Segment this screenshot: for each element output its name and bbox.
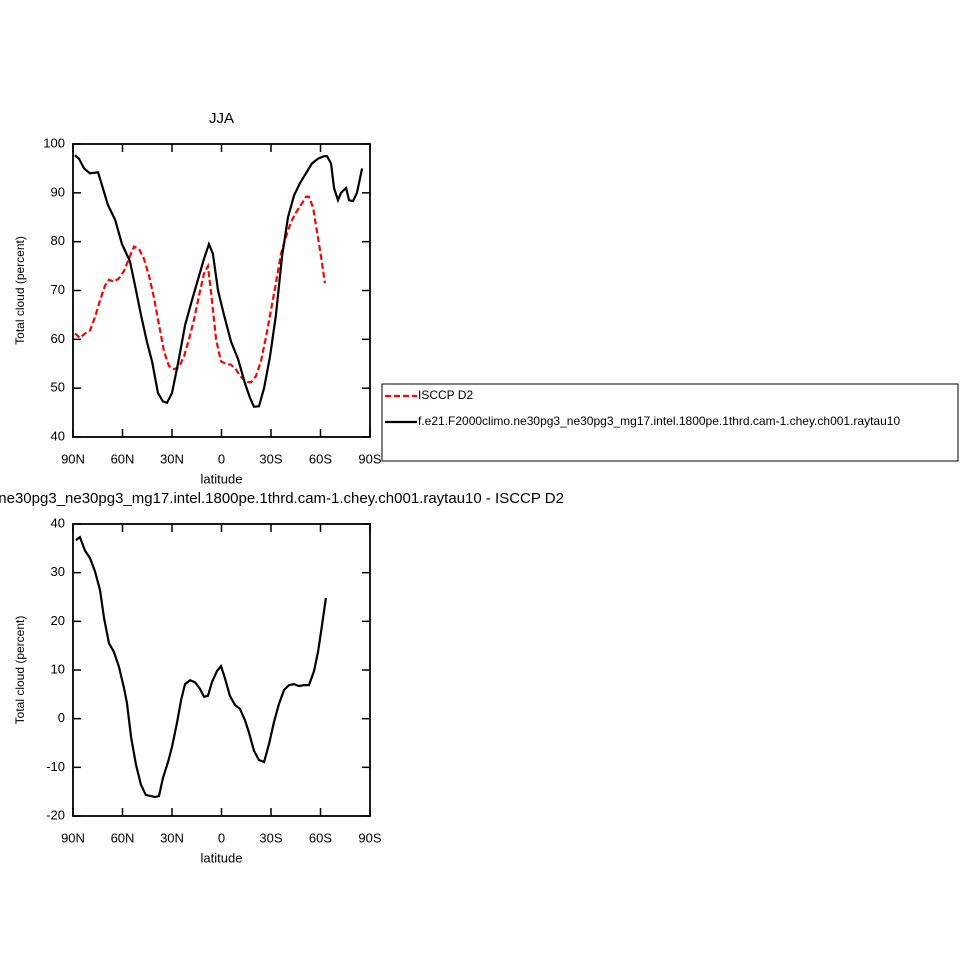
chart-panel: f.e21.F2000climo.ne30pg3_ne30pg3_mg17.in…: [0, 490, 564, 865]
plot-frame: [72, 523, 371, 817]
plot-frame: [72, 143, 371, 438]
x-tick-label: 30N: [160, 451, 184, 466]
y-tick-label: 70: [51, 282, 65, 297]
x-tick-label: 60N: [111, 830, 135, 845]
x-tick-label: 30N: [160, 830, 184, 845]
legend-label: f.e21.F2000climo.ne30pg3_ne30pg3_mg17.in…: [418, 414, 900, 428]
y-tick-label: -20: [46, 807, 65, 822]
data-line: [74, 195, 327, 384]
x-tick-label: 90N: [61, 830, 85, 845]
chart-title: f.e21.F2000climo.ne30pg3_ne30pg3_mg17.in…: [0, 490, 564, 507]
x-tick-label: 90S: [358, 830, 381, 845]
x-tick-label: 90N: [61, 451, 85, 466]
y-tick-label: 0: [58, 710, 65, 725]
x-tick-label: 0: [218, 451, 225, 466]
x-axis-label: latitude: [201, 850, 243, 865]
x-tick-label: 60N: [111, 451, 135, 466]
chart-title: JJA: [209, 110, 234, 127]
y-tick-label: -10: [46, 759, 65, 774]
x-tick-label: 90S: [358, 451, 381, 466]
x-axis-label: latitude: [201, 471, 243, 486]
x-tick-label: 30S: [259, 830, 282, 845]
x-tick-label: 60S: [309, 451, 332, 466]
chart-panel: JJA latitude Total cloud (percent) 40 50 60 70…: [13, 110, 959, 486]
data-line: [74, 154, 364, 408]
x-tick-label: 0: [218, 830, 225, 845]
y-tick-label: 40: [51, 515, 65, 530]
y-tick-label: 100: [43, 135, 65, 150]
y-tick-label: 20: [51, 613, 65, 628]
legend: ISCCP D2 f.e21.F2000climo.ne30pg3_ne30pg3…: [381, 383, 959, 462]
y-tick-label: 40: [51, 428, 65, 443]
data-line: [75, 535, 328, 799]
y-tick-label: 60: [51, 331, 65, 346]
y-tick-label: 30: [51, 564, 65, 579]
y-axis-label: Total cloud (percent): [13, 616, 27, 725]
legend-label: ISCCP D2: [418, 388, 473, 402]
x-tick-label: 30S: [259, 451, 282, 466]
y-tick-label: 10: [51, 661, 65, 676]
y-tick-label: 90: [51, 184, 65, 199]
y-tick-label: 50: [51, 380, 65, 395]
legend-box: [381, 383, 959, 462]
y-tick-label: 80: [51, 233, 65, 248]
y-axis-label: Total cloud (percent): [13, 236, 27, 345]
x-tick-label: 60S: [309, 830, 332, 845]
